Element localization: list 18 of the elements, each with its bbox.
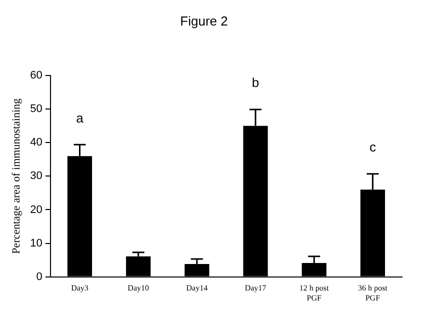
- data-label: c: [369, 139, 376, 154]
- y-tick-label: 40: [30, 136, 42, 149]
- y-tick-label: 0: [36, 270, 42, 283]
- x-tick-label: 12 h post PGF: [299, 284, 330, 302]
- y-tick-label: 10: [30, 237, 42, 250]
- x-tick-label: Day14: [186, 284, 208, 293]
- y-axis-title: Percentage area of immunostaining: [10, 98, 22, 254]
- x-tick-label: Day3: [71, 284, 88, 293]
- chart-title: Figure 2: [180, 13, 228, 28]
- y-tick-label: 20: [30, 204, 42, 216]
- x-tick-label: Day17: [244, 284, 266, 293]
- data-label: a: [76, 110, 84, 126]
- x-tick-label: 36 h post PGF: [358, 284, 388, 302]
- x-tick-label: Day10: [128, 284, 149, 293]
- y-tick-label: 30: [30, 170, 42, 182]
- data-label: b: [252, 75, 260, 90]
- y-tick-label: 60: [30, 70, 42, 82]
- y-tick-label: 50: [30, 103, 42, 116]
